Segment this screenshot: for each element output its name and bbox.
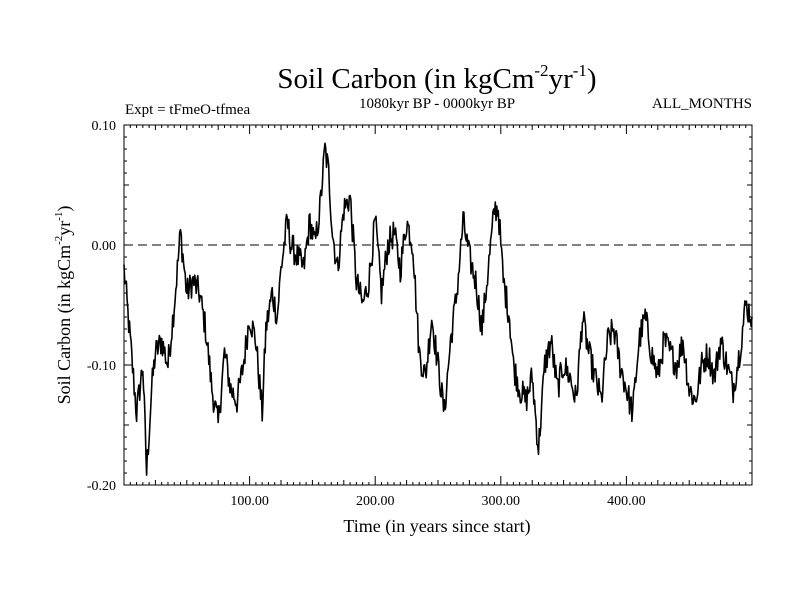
axis-ticks xyxy=(124,125,752,485)
y-axis-label: Soil Carbon (in kgCm-2yr-1) xyxy=(53,206,75,405)
months-label: ALL_MONTHS xyxy=(652,96,752,112)
tick-labels: 100.00 200.00 300.00 400.00 0.10 0.00 -0.10 -0.… xyxy=(87,119,646,509)
series-line xyxy=(123,142,753,476)
x-tick-label: 200.00 xyxy=(356,494,395,509)
plot-frame xyxy=(123,124,753,486)
x-tick-label: 300.00 xyxy=(482,494,521,509)
x-tick-label: 100.00 xyxy=(230,494,269,509)
period-label: 1080kyr BP - 0000kyr BP xyxy=(359,96,515,112)
y-tick-label: -0.20 xyxy=(87,479,116,494)
chart-title: Soil Carbon (in kgCm-2yr-1) xyxy=(277,61,596,95)
x-tick-label: 400.00 xyxy=(607,494,646,509)
x-axis-label: Time (in years since start) xyxy=(343,516,530,537)
y-tick-label: 0.00 xyxy=(92,239,117,254)
series-group xyxy=(123,142,753,476)
y-tick-label: -0.10 xyxy=(87,359,116,374)
y-tick-label: 0.10 xyxy=(92,119,117,134)
experiment-label: Expt = tFmeO-tfmea xyxy=(125,102,250,118)
